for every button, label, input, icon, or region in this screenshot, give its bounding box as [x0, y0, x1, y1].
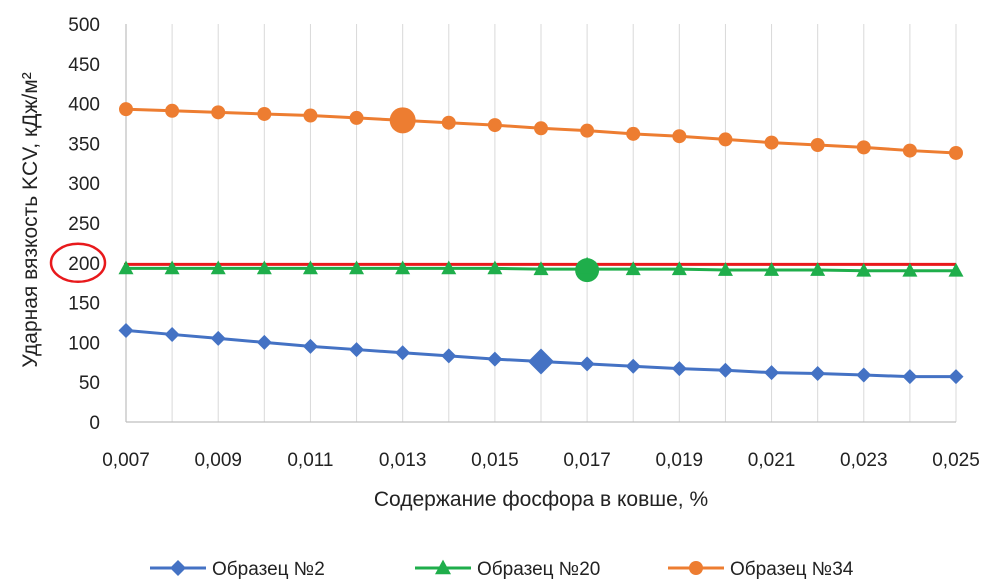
data-point — [764, 262, 780, 276]
tick-labels: 0 50 100 150 200 250 300 350 400 450 500 0,007 0,009… — [68, 15, 979, 471]
data-point — [580, 123, 595, 138]
data-point — [349, 342, 365, 358]
data-point — [487, 351, 503, 367]
x-tick-label: 0,025 — [932, 450, 980, 471]
data-point — [948, 369, 964, 385]
x-tick-label: 0,023 — [840, 450, 888, 471]
data-point — [349, 110, 364, 125]
data-point — [118, 260, 134, 275]
y-tick-label: 350 — [68, 134, 100, 155]
data-point — [164, 326, 180, 342]
x-tick-label: 0,017 — [563, 450, 611, 471]
data-point — [949, 145, 963, 160]
y-tick-label: 400 — [68, 95, 100, 116]
data-point — [764, 135, 779, 150]
data-point — [856, 140, 871, 155]
legend-marker — [170, 560, 186, 576]
data-point — [902, 143, 917, 158]
y-tick-label: 300 — [68, 174, 100, 195]
highlighted-point — [389, 107, 416, 134]
data-point — [948, 262, 964, 277]
x-tick-label: 0,015 — [471, 450, 519, 471]
y-tick-label: 0 — [89, 413, 100, 434]
data-point — [625, 358, 641, 374]
data-point — [487, 260, 503, 275]
highlighted-point — [528, 348, 554, 375]
data-point — [856, 367, 872, 383]
data-point — [395, 345, 411, 361]
legend-label: Образец №34 — [730, 559, 854, 580]
data-point — [119, 102, 133, 117]
data-point — [395, 260, 411, 275]
data-point — [672, 129, 687, 144]
y-tick-label: 200 — [68, 254, 100, 275]
y-tick-label: 250 — [68, 214, 100, 235]
data-point — [856, 262, 872, 277]
data-point — [764, 365, 780, 381]
data-point — [626, 126, 641, 141]
data-point — [256, 260, 272, 275]
data-point — [441, 115, 456, 130]
data-point — [533, 261, 549, 276]
data-point — [717, 262, 733, 276]
y-axis-title: Ударная вязкость KCV, кДж/м² — [19, 72, 42, 367]
highlight-ellipse — [49, 242, 107, 284]
legend-label: Образец №2 — [212, 559, 325, 580]
data-point — [718, 132, 733, 147]
x-tick-label: 0,007 — [102, 450, 150, 471]
series-layer — [118, 102, 964, 385]
data-point — [534, 121, 548, 136]
axes — [125, 24, 956, 423]
data-point — [625, 261, 641, 276]
y-tick-label: 500 — [68, 15, 100, 36]
data-point — [441, 348, 457, 364]
y-tick-label: 50 — [79, 373, 100, 394]
data-point — [256, 334, 272, 350]
data-point — [303, 108, 318, 123]
annotation-layer — [49, 242, 107, 284]
y-tick-label: 100 — [68, 333, 100, 354]
x-tick-label: 0,021 — [748, 450, 796, 471]
grid-lines — [171, 24, 957, 422]
data-point — [211, 105, 226, 120]
data-point — [441, 260, 457, 275]
data-point — [349, 260, 365, 275]
data-point — [717, 362, 733, 378]
data-point — [210, 330, 226, 346]
data-point — [810, 365, 826, 381]
y-tick-label: 450 — [68, 55, 100, 76]
legend: Образец №2 Образец №20 Образец №34 — [150, 559, 854, 580]
x-tick-label: 0,019 — [656, 450, 704, 471]
data-point — [671, 261, 687, 276]
data-point — [902, 369, 918, 385]
y-tick-label: 150 — [68, 294, 100, 315]
legend-label: Образец №20 — [477, 559, 600, 580]
data-point — [671, 361, 687, 377]
x-axis-title: Содержание фосфора в ковше, % — [374, 488, 708, 511]
data-point — [257, 106, 272, 121]
data-point — [210, 260, 226, 275]
legend-marker — [435, 559, 451, 575]
x-tick-label: 0,009 — [194, 450, 242, 471]
x-tick-label: 0,013 — [379, 450, 427, 471]
x-tick-label: 0,011 — [287, 450, 333, 471]
data-point — [902, 262, 918, 277]
data-point — [810, 262, 826, 276]
data-point — [487, 118, 502, 133]
highlighted-point-top — [578, 256, 597, 274]
data-point — [810, 137, 825, 152]
data-point — [164, 260, 180, 275]
data-point — [302, 338, 318, 354]
legend-marker — [689, 561, 703, 575]
data-point — [118, 322, 134, 338]
data-point — [302, 260, 318, 275]
data-point — [165, 103, 180, 118]
data-point — [579, 356, 595, 372]
